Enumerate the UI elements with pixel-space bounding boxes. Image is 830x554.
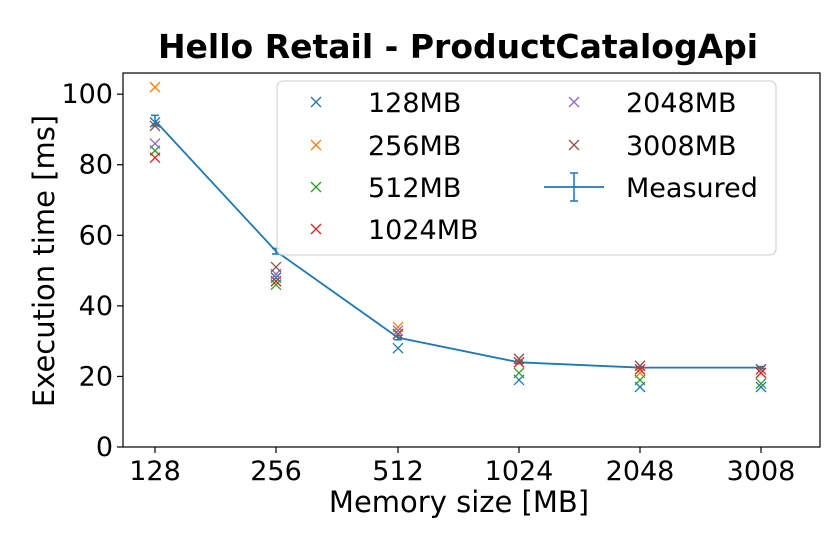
x-marker-stroke bbox=[270, 261, 282, 273]
legend: 128MB 256MB 512MB 1024MB 2048MB 3008MB Measure… bbox=[276, 80, 777, 256]
legend-marker-2048MB bbox=[568, 96, 580, 108]
marker-128MB bbox=[149, 116, 161, 128]
marker-2048MB bbox=[149, 138, 161, 150]
x-axis: 128 256 512 1024 2048 3008 bbox=[129, 447, 795, 487]
x-tick-label: 128 bbox=[129, 456, 181, 487]
y-tick-label: 100 bbox=[61, 79, 113, 110]
marker-256MB bbox=[149, 81, 161, 93]
y-tick-label: 60 bbox=[79, 220, 113, 251]
x-marker-stroke bbox=[270, 279, 282, 291]
x-marker-stroke bbox=[392, 328, 404, 340]
x-marker-stroke bbox=[513, 353, 525, 365]
legend-marker-256MB bbox=[310, 139, 322, 151]
legend-label: 3008MB bbox=[626, 131, 737, 162]
x-marker-stroke bbox=[392, 325, 404, 337]
legend-label: 1024MB bbox=[368, 215, 479, 246]
marker-128MB bbox=[392, 342, 404, 354]
x-tick-label: 512 bbox=[372, 456, 424, 487]
y-axis-label: Execution time [ms] bbox=[27, 115, 61, 407]
marker-1024MB bbox=[634, 363, 646, 375]
x-tick-label: 1024 bbox=[485, 456, 554, 487]
legend-label: 256MB bbox=[368, 131, 461, 162]
legend-marker-1024MB bbox=[310, 223, 322, 235]
x-marker-stroke bbox=[149, 120, 161, 132]
scatter-markers bbox=[149, 81, 767, 393]
x-axis-label: Memory size [MB] bbox=[329, 485, 589, 519]
y-tick-label: 0 bbox=[96, 432, 113, 463]
marker-3008MB bbox=[513, 353, 525, 365]
x-tick-label: 2048 bbox=[606, 456, 675, 487]
marker-3008MB bbox=[270, 261, 282, 273]
marker-512MB bbox=[513, 367, 525, 379]
marker-512MB bbox=[634, 374, 646, 386]
x-tick-label: 256 bbox=[250, 456, 302, 487]
x-marker-stroke bbox=[568, 96, 580, 108]
legend-box bbox=[276, 80, 777, 256]
x-marker-stroke bbox=[149, 152, 161, 164]
x-marker-stroke bbox=[634, 363, 646, 375]
x-marker-stroke bbox=[310, 139, 322, 151]
marker-3008MB bbox=[755, 363, 767, 375]
x-tick-label: 3008 bbox=[727, 456, 796, 487]
x-marker-stroke bbox=[149, 116, 161, 128]
x-marker-stroke bbox=[513, 356, 525, 368]
legend-label: 512MB bbox=[368, 173, 461, 204]
marker-3008MB bbox=[392, 328, 404, 340]
x-marker-stroke bbox=[755, 378, 767, 389]
marker-128MB bbox=[755, 381, 767, 393]
legend-marker-3008MB bbox=[568, 139, 580, 151]
y-tick-label: 20 bbox=[79, 361, 113, 392]
legend-label: 128MB bbox=[368, 88, 461, 119]
y-tick-label: 40 bbox=[79, 291, 113, 322]
y-axis: 0 20 40 60 80 100 bbox=[61, 79, 123, 463]
x-marker-stroke bbox=[149, 81, 161, 93]
marker-3008MB bbox=[149, 120, 161, 132]
x-marker-stroke bbox=[149, 138, 161, 150]
chart-title: Hello Retail - ProductCatalogApi bbox=[158, 27, 758, 66]
marker-3008MB bbox=[634, 360, 646, 372]
x-marker-stroke bbox=[568, 139, 580, 151]
marker-512MB bbox=[755, 378, 767, 389]
x-marker-stroke bbox=[755, 381, 767, 393]
marker-2048MB bbox=[392, 325, 404, 337]
legend-label: Measured bbox=[626, 173, 758, 204]
x-marker-stroke bbox=[755, 363, 767, 375]
x-marker-stroke bbox=[634, 360, 646, 372]
x-marker-stroke bbox=[310, 223, 322, 235]
legend-marker-512MB bbox=[310, 181, 322, 193]
x-marker-stroke bbox=[310, 96, 322, 108]
marker-1024MB bbox=[513, 356, 525, 368]
legend-label: 2048MB bbox=[626, 88, 737, 119]
legend-marker-measured bbox=[544, 172, 604, 202]
x-marker-stroke bbox=[755, 367, 767, 379]
marker-512MB bbox=[270, 279, 282, 291]
x-marker-stroke bbox=[634, 374, 646, 386]
x-marker-stroke bbox=[513, 367, 525, 379]
y-tick-label: 80 bbox=[79, 150, 113, 181]
marker-1024MB bbox=[149, 152, 161, 164]
legend-marker-128MB bbox=[310, 96, 322, 108]
measured-line bbox=[154, 120, 761, 369]
marker-1024MB bbox=[755, 367, 767, 379]
x-marker-stroke bbox=[310, 181, 322, 193]
x-marker-stroke bbox=[392, 342, 404, 354]
